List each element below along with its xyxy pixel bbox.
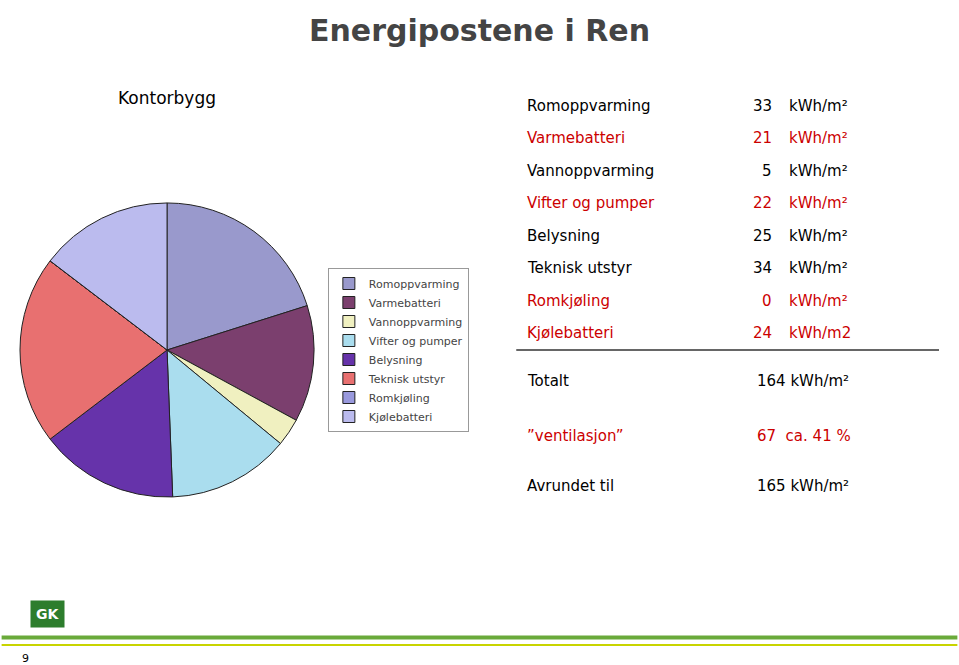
svg-text:Belysning: Belysning: [527, 227, 600, 245]
svg-text:Varmebatteri: Varmebatteri: [527, 129, 625, 147]
svg-text:Varmebatteri: Varmebatteri: [369, 297, 441, 310]
svg-text:Vannoppvarming: Vannoppvarming: [527, 162, 654, 180]
svg-text:0: 0: [762, 292, 772, 310]
svg-text:kWh/m²: kWh/m²: [789, 227, 848, 245]
svg-text:Vifter og pumper: Vifter og pumper: [527, 194, 655, 212]
svg-text:Romoppvarming: Romoppvarming: [527, 97, 651, 115]
svg-text:67 ca. 41 %: 67 ca. 41 %: [757, 427, 851, 445]
svg-text:kWh/m²: kWh/m²: [789, 259, 848, 277]
svg-text:Teknisk utstyr: Teknisk utstyr: [368, 373, 445, 386]
svg-text:22: 22: [753, 194, 772, 212]
svg-text:kWh/m²: kWh/m²: [789, 292, 848, 310]
svg-text:Teknisk utstyr: Teknisk utstyr: [527, 259, 632, 277]
svg-text:GK: GK: [36, 606, 59, 622]
svg-text:Kontorbygg: Kontorbygg: [118, 88, 216, 108]
svg-text:Romkjøling: Romkjøling: [527, 292, 610, 310]
svg-text:kWh/m²: kWh/m²: [789, 97, 848, 115]
svg-text:24: 24: [753, 324, 772, 342]
svg-text:kWh/m²: kWh/m²: [789, 129, 848, 147]
svg-text:kWh/m2: kWh/m2: [789, 324, 851, 342]
svg-text:21: 21: [753, 129, 772, 147]
svg-text:Romkjøling: Romkjøling: [369, 392, 430, 405]
svg-text:Avrundet til: Avrundet til: [527, 477, 614, 495]
svg-text:Vifter og pumper: Vifter og pumper: [369, 335, 463, 348]
svg-text:kWh/m²: kWh/m²: [789, 162, 848, 180]
svg-text:Belysning: Belysning: [369, 354, 423, 367]
svg-text:34: 34: [753, 259, 772, 277]
svg-text:Kjølebatteri: Kjølebatteri: [369, 411, 433, 424]
svg-text:kWh/m²: kWh/m²: [789, 194, 848, 212]
svg-text:164 kWh/m²: 164 kWh/m²: [757, 372, 849, 390]
svg-text:Kjølebatteri: Kjølebatteri: [527, 324, 614, 342]
svg-text:Romoppvarming: Romoppvarming: [369, 278, 460, 291]
svg-text:”ventilasjon”: ”ventilasjon”: [527, 427, 623, 445]
svg-text:9: 9: [22, 652, 29, 665]
svg-text:25: 25: [753, 227, 772, 245]
svg-text:5: 5: [762, 162, 772, 180]
svg-text:33: 33: [753, 97, 772, 115]
svg-text:165 kWh/m²: 165 kWh/m²: [757, 477, 849, 495]
svg-text:Totalt: Totalt: [527, 372, 569, 390]
svg-text:Vannoppvarming: Vannoppvarming: [369, 316, 462, 329]
svg-text:Energipostene i Ren: Energipostene i Ren: [309, 13, 650, 48]
